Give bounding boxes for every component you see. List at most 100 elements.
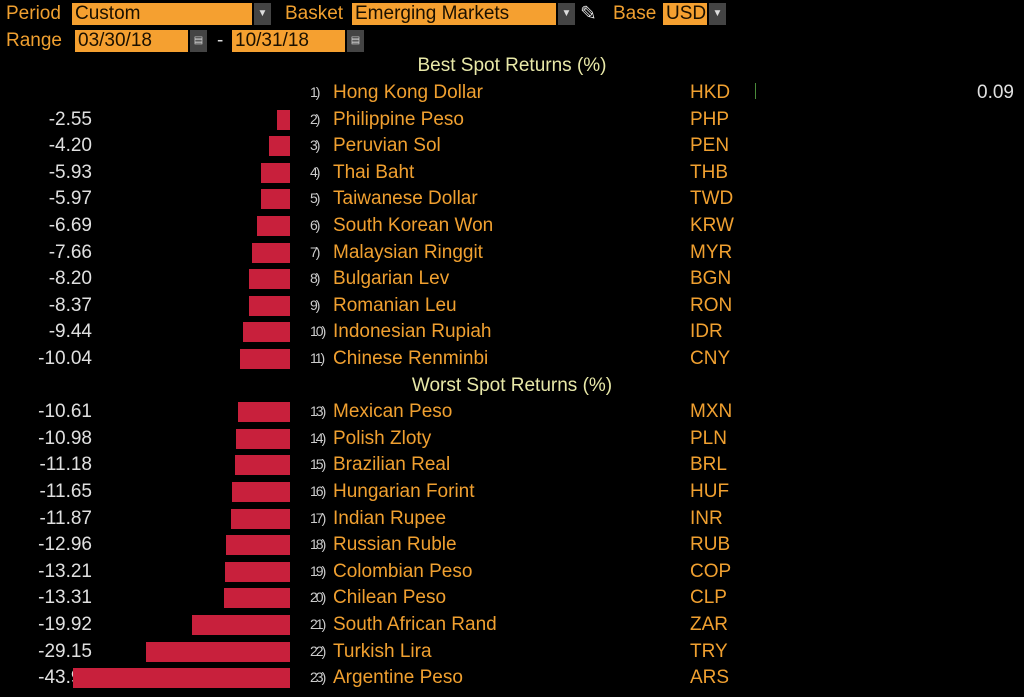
- rank-number: 5): [310, 190, 321, 207]
- basket-label: Basket: [285, 3, 344, 24]
- currency-row[interactable]: -5.97 5) Taiwanese Dollar TWD: [0, 186, 1024, 212]
- return-value: -5.97: [48, 188, 92, 210]
- currency-row[interactable]: -9.44 10) Indonesian Rupiah IDR: [0, 319, 1024, 345]
- currency-row[interactable]: -6.69 6) South Korean Won KRW: [0, 213, 1024, 239]
- return-bar: [235, 428, 290, 449]
- currency-name[interactable]: Hungarian Forint: [333, 481, 475, 502]
- currency-row[interactable]: -10.98 14) Polish Zloty PLN: [0, 426, 1024, 452]
- rank-number: 4): [310, 163, 321, 180]
- currency-row[interactable]: -10.04 11) Chinese Renminbi CNY: [0, 346, 1024, 372]
- return-bar: [277, 109, 290, 130]
- currency-row[interactable]: -13.31 20) Chilean Peso CLP: [0, 585, 1024, 611]
- base-currency-select[interactable]: USD: [663, 3, 707, 25]
- worst-returns-header: Worst Spot Returns (%): [411, 374, 613, 396]
- currency-row[interactable]: -5.93 4) Thai Baht THB: [0, 160, 1024, 186]
- currency-name[interactable]: Hong Kong Dollar: [333, 82, 483, 103]
- currency-row[interactable]: -2.55 2) Philippine Peso PHP: [0, 107, 1024, 133]
- calendar-icon[interactable]: ▤: [347, 30, 364, 52]
- rank-number: 11): [310, 350, 325, 366]
- rank-number: 20): [310, 589, 326, 606]
- currency-code: THB: [690, 161, 728, 183]
- currency-code: INR: [690, 507, 723, 529]
- return-bar: [224, 588, 290, 609]
- return-bar: [232, 482, 290, 502]
- currency-name[interactable]: Chinese Renminbi: [333, 348, 489, 369]
- rank-number: 14): [310, 429, 326, 446]
- currency-name[interactable]: Chilean Peso: [333, 587, 447, 609]
- currency-code: CLP: [690, 587, 727, 609]
- base-label: Base: [613, 3, 657, 24]
- currency-name[interactable]: Mexican Peso: [333, 401, 453, 423]
- currency-name[interactable]: Argentine Peso: [333, 667, 463, 689]
- currency-code: RUB: [690, 534, 731, 556]
- chevron-down-icon[interactable]: ▼: [558, 3, 575, 25]
- currency-code: HKD: [690, 82, 731, 103]
- currency-name[interactable]: Bulgarian Lev: [333, 268, 450, 290]
- rank-number: 2): [310, 110, 321, 127]
- currency-row[interactable]: -29.15 22) Turkish Lira TRY: [0, 639, 1024, 665]
- currency-code: PEN: [690, 135, 730, 157]
- currency-name[interactable]: South African Rand: [333, 614, 497, 635]
- best-returns-header: Best Spot Returns (%): [417, 55, 607, 76]
- currency-row[interactable]: -11.18 15) Brazilian Real BRL: [0, 452, 1024, 478]
- return-bar: [252, 242, 290, 263]
- currency-name[interactable]: Indonesian Rupiah: [333, 321, 492, 343]
- return-bar: [256, 216, 290, 236]
- period-select[interactable]: Custom: [72, 3, 252, 25]
- currency-row[interactable]: -8.20 8) Bulgarian Lev BGN: [0, 266, 1024, 292]
- calendar-icon[interactable]: ▤: [190, 30, 207, 52]
- currency-row[interactable]: -8.37 9) Romanian Leu RON: [0, 293, 1024, 319]
- currency-name[interactable]: Brazilian Real: [333, 454, 451, 476]
- currency-name[interactable]: Indian Rupee: [333, 507, 447, 529]
- return-value: -12.96: [38, 534, 92, 556]
- currency-row[interactable]: -7.66 7) Malaysian Ringgit MYR: [0, 240, 1024, 266]
- currency-name[interactable]: Turkish Lira: [333, 640, 432, 662]
- return-value: 0.09: [977, 82, 1014, 103]
- currency-row[interactable]: -12.96 18) Russian Ruble RUB: [0, 532, 1024, 558]
- currency-row[interactable]: -13.21 19) Colombian Peso COP: [0, 559, 1024, 585]
- currency-row[interactable]: -11.65 16) Hungarian Forint HUF: [0, 479, 1024, 505]
- rank-number: 21): [310, 616, 326, 632]
- currency-name[interactable]: Peruvian Sol: [333, 135, 441, 157]
- currency-code: TWD: [690, 188, 734, 210]
- pencil-icon[interactable]: ✎: [580, 3, 597, 25]
- currency-row[interactable]: -11.87 17) Indian Rupee INR: [0, 506, 1024, 532]
- chevron-down-icon[interactable]: ▼: [709, 3, 726, 25]
- currency-name[interactable]: Thai Baht: [333, 161, 415, 183]
- return-value: -2.55: [48, 108, 92, 130]
- basket-select[interactable]: Emerging Markets: [352, 3, 556, 25]
- currency-name[interactable]: Polish Zloty: [333, 427, 432, 449]
- currency-name[interactable]: Taiwanese Dollar: [333, 188, 478, 210]
- currency-name[interactable]: Philippine Peso: [333, 108, 464, 130]
- return-bar: [755, 83, 756, 99]
- currency-code: PLN: [690, 427, 727, 449]
- currency-name[interactable]: Malaysian Ringgit: [333, 241, 483, 263]
- currency-name[interactable]: South Korean Won: [333, 215, 494, 236]
- return-value: -29.15: [38, 640, 92, 662]
- currency-name[interactable]: Russian Ruble: [333, 534, 457, 556]
- rank-number: 15): [310, 456, 326, 473]
- rank-number: 8): [310, 270, 321, 287]
- chevron-down-icon[interactable]: ▼: [254, 3, 271, 25]
- currency-name[interactable]: Colombian Peso: [333, 560, 473, 582]
- return-bar: [269, 136, 290, 157]
- return-bar: [240, 349, 290, 369]
- return-bar: [248, 295, 290, 316]
- currency-row[interactable]: 0.09 1) Hong Kong Dollar HKD: [0, 80, 1024, 106]
- currency-code: IDR: [690, 321, 723, 343]
- return-value: -10.04: [38, 348, 92, 369]
- currency-row[interactable]: -4.20 3) Peruvian Sol PEN: [0, 133, 1024, 159]
- currency-row[interactable]: -10.61 13) Mexican Peso MXN: [0, 399, 1024, 425]
- currency-row[interactable]: -43.91 23) Argentine Peso ARS: [0, 665, 1024, 691]
- range-start-input[interactable]: 03/30/18: [75, 30, 188, 52]
- return-bar: [234, 455, 290, 476]
- rank-number: 6): [310, 217, 321, 233]
- currency-row[interactable]: -19.92 21) South African Rand ZAR: [0, 612, 1024, 638]
- currency-code: HUF: [690, 481, 730, 502]
- return-bar: [260, 189, 290, 210]
- rank-number: 19): [310, 562, 326, 579]
- rank-number: 7): [310, 243, 321, 260]
- currency-name[interactable]: Romanian Leu: [333, 294, 457, 316]
- range-end-input[interactable]: 10/31/18: [232, 30, 345, 52]
- return-bar: [191, 615, 290, 635]
